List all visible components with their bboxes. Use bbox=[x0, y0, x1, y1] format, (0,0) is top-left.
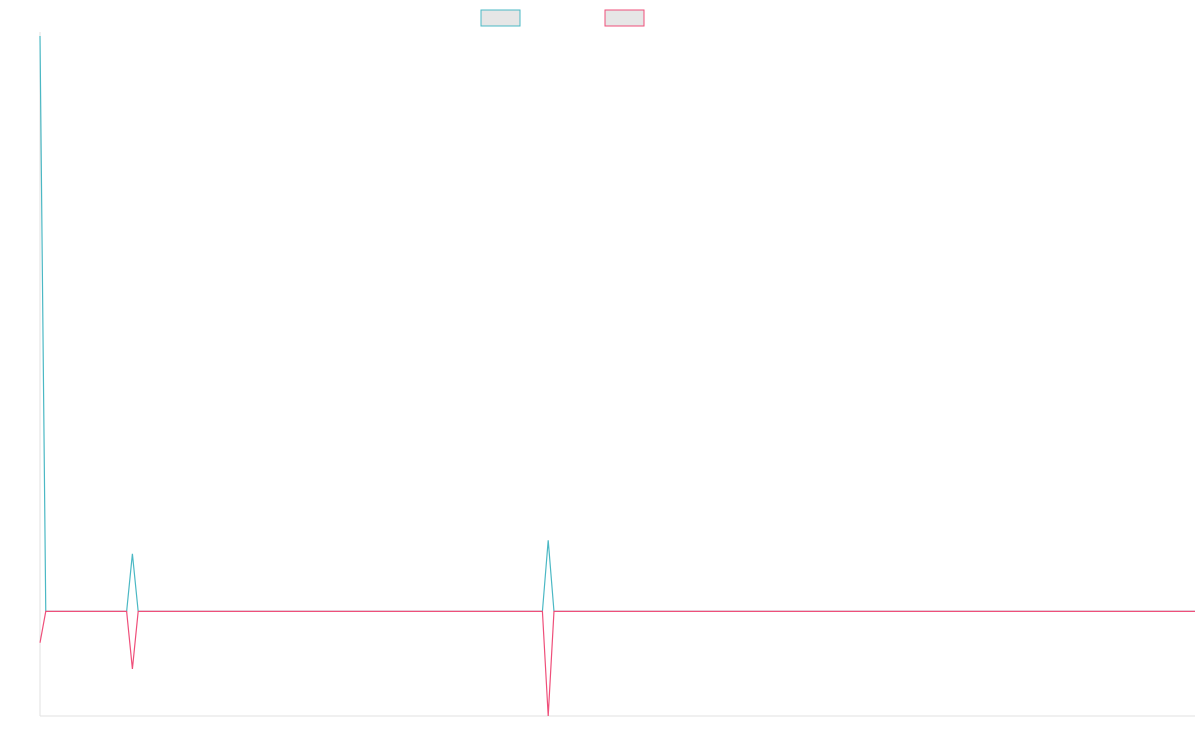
legend-swatch-1 bbox=[480, 9, 521, 27]
series-layer bbox=[39, 35, 1195, 717]
series-1 bbox=[39, 35, 1195, 612]
axes bbox=[39, 32, 1195, 717]
series-1-line bbox=[39, 35, 1195, 612]
series-2-line bbox=[39, 610, 1195, 717]
legend-item-2[interactable] bbox=[604, 9, 645, 27]
series-2 bbox=[39, 610, 1195, 717]
legend bbox=[480, 9, 645, 27]
legend-item-1[interactable] bbox=[480, 9, 521, 27]
legend-swatch-2 bbox=[604, 9, 645, 27]
